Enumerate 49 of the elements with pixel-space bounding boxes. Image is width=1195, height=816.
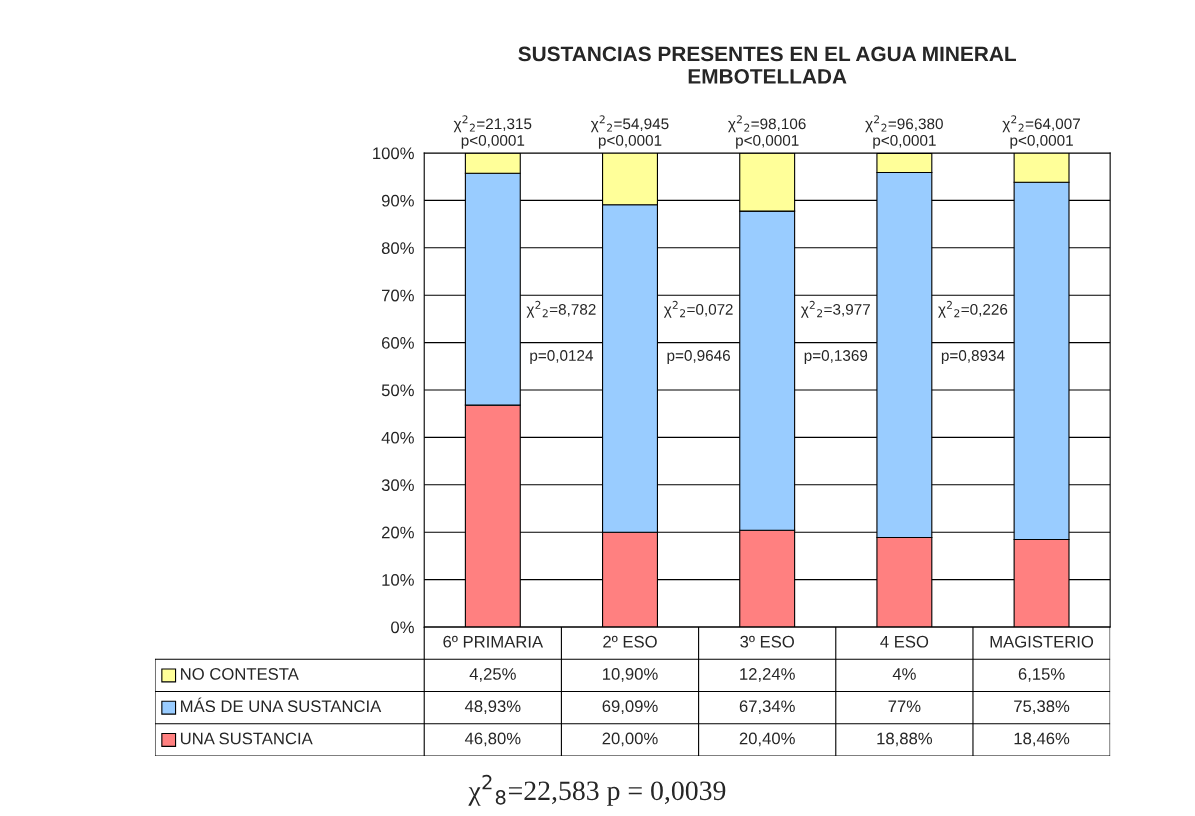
- annotation: p=0,9646: [667, 350, 730, 364]
- data-label: 20,40%: [739, 732, 795, 747]
- y-tick-label: 30%: [381, 479, 414, 492]
- y-tick-label: 50%: [381, 384, 414, 397]
- data-label: 18,46%: [1014, 732, 1070, 747]
- x-tick-label: 4 ESO: [880, 635, 929, 648]
- x-tick-label: 6º PRIMARIA: [443, 635, 544, 648]
- annotation: χ$^{2}$$_{2}$=64,007 p<0,0001: [1002, 115, 1080, 149]
- data-label: 77%: [888, 700, 921, 713]
- annotation: χ$^{2}$$_{2}$=98,106 p<0,0001: [728, 115, 806, 149]
- annotation: p=0,8934: [941, 350, 1005, 364]
- annotation: χ$^{2}$$_{2}$=54,945 p<0,0001: [590, 115, 669, 149]
- data-label: 46,80%: [464, 732, 521, 747]
- data-label: 75,38%: [1014, 700, 1070, 715]
- annotation: p=0,1369: [804, 350, 868, 364]
- data-label: 48,93%: [464, 700, 521, 715]
- y-tick-label: 90%: [381, 194, 414, 207]
- y-tick-label: 100%: [373, 147, 414, 160]
- legend-label: MÁS DE UNA SUSTANCIA: [181, 697, 382, 713]
- legend-label: NO CONTESTA: [181, 668, 299, 680]
- annotation: χ$^{2}$$_{2}$=21,315 p<0,0001: [453, 115, 532, 149]
- y-tick-label: 70%: [382, 289, 414, 302]
- chart-title: SUSTANCIAS PRESENTES EN EL AGUA MINERAL EMBOTELLADA: [518, 46, 1016, 84]
- data-label: 10,90%: [603, 668, 658, 682]
- x-tick-label: MAGISTERIO: [990, 635, 1094, 648]
- annotation: χ$^{2}$$_{2}$=0,072: [663, 300, 733, 318]
- legend-label: UNA SUSTANCIA: [180, 732, 313, 745]
- data-label: 18,88%: [877, 732, 933, 747]
- text: χ$^{2}$$_{8}$=22,583 p = 0,0039: [468, 774, 726, 806]
- y-tick-label: 60%: [381, 337, 414, 349]
- annotation: p=0,0124: [530, 350, 594, 364]
- annotation: χ$^{2}$$_{2}$=8,782: [526, 300, 596, 318]
- y-tick-label: 80%: [381, 242, 414, 255]
- y-tick-label: 10%: [382, 574, 414, 586]
- x-tick-label: 2º ESO: [603, 635, 657, 648]
- data-label: 67,34%: [739, 700, 795, 715]
- annotation: χ$^{2}$$_{2}$=3,977: [800, 300, 870, 318]
- y-tick-label: 0%: [391, 621, 414, 634]
- data-label: 6,15%: [1018, 668, 1065, 682]
- data-label: 4%: [892, 668, 916, 680]
- y-tick-label: 40%: [381, 431, 414, 444]
- data-label: 69,09%: [602, 700, 658, 715]
- y-tick-label: 20%: [381, 526, 414, 539]
- data-label: 12,24%: [740, 668, 795, 682]
- annotation: χ$^{2}$$_{2}$=96,380 p<0,0001: [865, 115, 943, 149]
- annotation: χ$^{2}$$_{2}$=0,226: [938, 300, 1008, 318]
- data-label: 4,25%: [469, 668, 516, 682]
- x-tick-label: 3º ESO: [740, 635, 794, 648]
- data-label: 20,00%: [602, 732, 658, 747]
